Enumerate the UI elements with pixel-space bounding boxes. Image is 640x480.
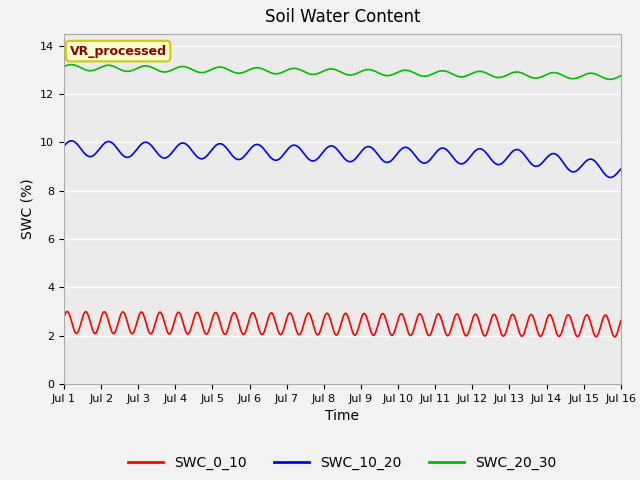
SWC_0_10 [60, 314, 68, 320]
SWC_20_30 [606, 76, 614, 82]
SWC_0_10 [126, 328, 134, 334]
Line: SWC_20_30: SWC_20_30 [64, 65, 621, 79]
SWC_0_10 [617, 318, 625, 324]
Line: SWC_0_10: SWC_0_10 [64, 312, 621, 337]
SWC_20_30 [318, 69, 326, 74]
SWC_10_20 [297, 146, 305, 152]
Y-axis label: SWC (%): SWC (%) [20, 179, 35, 239]
SWC_0_10 [378, 312, 385, 318]
SWC_0_10 [308, 318, 316, 324]
SWC_10_20 [68, 138, 76, 144]
SWC_20_30 [60, 64, 68, 70]
Title: Soil Water Content: Soil Water Content [265, 9, 420, 26]
Line: SWC_10_20: SWC_10_20 [64, 141, 621, 178]
SWC_20_30 [308, 72, 316, 77]
SWC_20_30 [126, 68, 134, 74]
SWC_20_30 [378, 72, 385, 77]
SWC_10_20 [126, 154, 134, 159]
SWC_0_10 [63, 309, 71, 314]
SWC_0_10 [611, 334, 619, 340]
SWC_10_20 [318, 150, 326, 156]
SWC_20_30 [617, 73, 625, 79]
SWC_10_20 [378, 156, 385, 162]
X-axis label: Time: Time [325, 409, 360, 423]
SWC_10_20 [60, 143, 68, 149]
SWC_0_10 [318, 322, 326, 328]
Text: VR_processed: VR_processed [70, 45, 166, 58]
Legend: SWC_0_10, SWC_10_20, SWC_20_30: SWC_0_10, SWC_10_20, SWC_20_30 [123, 450, 562, 475]
SWC_20_30 [297, 67, 305, 73]
SWC_10_20 [308, 158, 316, 164]
SWC_10_20 [617, 166, 625, 172]
SWC_20_30 [68, 62, 76, 68]
SWC_0_10 [297, 331, 305, 336]
SWC_0_10 [104, 314, 111, 320]
SWC_20_30 [104, 62, 111, 68]
SWC_10_20 [607, 175, 614, 180]
SWC_10_20 [104, 139, 111, 144]
